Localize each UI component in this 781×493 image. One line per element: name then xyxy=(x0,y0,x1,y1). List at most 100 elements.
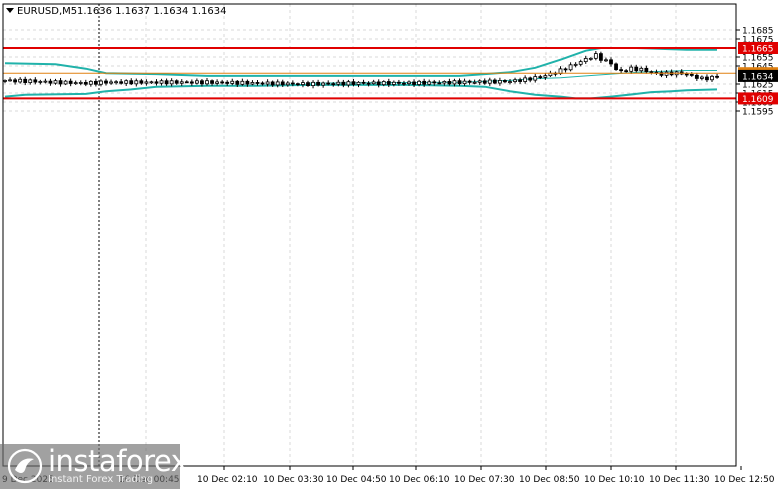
candle-body xyxy=(230,80,235,84)
candle-body xyxy=(28,79,33,83)
candle-body xyxy=(48,80,53,84)
watermark-brand: instaforex xyxy=(48,444,188,478)
candle-body xyxy=(700,76,704,79)
dropdown-triangle-icon[interactable] xyxy=(6,8,14,13)
candle-body xyxy=(487,79,492,84)
x-tick-label: 10 Dec 06:10 xyxy=(389,475,450,485)
candle-body xyxy=(543,75,548,78)
price-level-tag xyxy=(738,42,778,54)
candle-body xyxy=(275,81,280,86)
y-tick-label: 1.1655 xyxy=(742,54,774,64)
candle-body xyxy=(639,67,644,72)
candle-body xyxy=(508,81,512,83)
candle-body xyxy=(58,80,63,85)
y-tick-label: 1.1685 xyxy=(742,27,774,37)
candle-body xyxy=(250,82,255,85)
candle-body xyxy=(200,80,204,85)
candle-body xyxy=(290,82,295,85)
candle-body xyxy=(649,71,654,74)
candle-body xyxy=(285,82,290,86)
x-tick-label: 10 Dec 08:50 xyxy=(519,475,580,485)
plot-frame xyxy=(2,3,737,467)
y-tick-label: 1.1595 xyxy=(742,108,774,118)
candle-body xyxy=(503,80,507,83)
candle-body xyxy=(33,79,38,83)
candle-body xyxy=(477,80,482,83)
candle-body xyxy=(245,80,250,85)
last-price-tag xyxy=(738,69,778,82)
candle-body xyxy=(311,81,315,86)
candle-body xyxy=(73,82,78,85)
candle-body xyxy=(13,79,18,83)
candle-body xyxy=(94,80,98,85)
candle-body xyxy=(684,73,689,76)
candle-body xyxy=(341,81,346,86)
candle-body xyxy=(336,81,341,85)
candle-body xyxy=(78,82,83,84)
grid-lines xyxy=(3,4,736,466)
price-level-tag-label: 1.1665 xyxy=(742,45,774,55)
candle-body xyxy=(346,81,351,86)
candle-body xyxy=(235,80,240,85)
candle-body xyxy=(260,82,265,85)
last-price-tag-label: 1.1634 xyxy=(742,72,774,82)
candle-body xyxy=(417,80,422,85)
candle-body xyxy=(23,78,28,83)
y-tick-label: 1.1625 xyxy=(742,81,774,91)
x-tick-label: 10 Dec 02:10 xyxy=(197,475,258,485)
candle-body xyxy=(376,81,381,86)
candle-body xyxy=(619,69,623,72)
candle-body xyxy=(588,57,593,60)
candle-body xyxy=(391,81,396,85)
y-tick-label: 1.1675 xyxy=(742,36,774,46)
candle-body xyxy=(326,82,331,85)
candle-body xyxy=(124,80,129,84)
candle-body xyxy=(179,81,184,84)
price-level-tag xyxy=(738,92,778,105)
chart-header: EURUSD,M5 1.1636 1.1637 1.1634 1.1634 xyxy=(6,6,227,17)
candle-body xyxy=(366,82,371,85)
candle-body xyxy=(599,53,603,61)
candle-body xyxy=(306,82,310,86)
candle-body xyxy=(129,80,134,85)
x-tick-label: 10 Dec 12:50 xyxy=(714,475,775,485)
horizontal-levels xyxy=(3,47,736,100)
candle-body xyxy=(593,53,598,59)
candle-body xyxy=(447,81,452,85)
candle-body xyxy=(412,81,416,85)
price-level-tag-label: 1.1609 xyxy=(742,95,774,105)
candle-body xyxy=(538,76,543,78)
candle-body xyxy=(437,82,442,85)
candle-body xyxy=(427,81,432,85)
candle-body xyxy=(472,81,477,84)
candle-body xyxy=(174,80,179,84)
candle-body xyxy=(295,83,300,86)
candle-body xyxy=(316,81,321,86)
candle-body xyxy=(331,83,336,86)
candle-body xyxy=(694,74,699,79)
candle-body xyxy=(492,79,497,84)
candle-body xyxy=(255,82,260,84)
candle-body xyxy=(513,79,517,82)
candle-body xyxy=(159,80,164,84)
candle-body xyxy=(99,80,103,85)
candle-body xyxy=(210,80,214,84)
candle-body xyxy=(134,80,139,85)
candle-body xyxy=(497,80,502,84)
candle-body xyxy=(467,80,472,83)
candle-body xyxy=(43,80,48,83)
candle-body xyxy=(381,81,386,86)
candle-body xyxy=(189,81,194,84)
candle-body xyxy=(624,70,629,73)
candle-body xyxy=(18,78,23,83)
candle-body xyxy=(220,81,225,84)
candle-body xyxy=(154,81,159,84)
candle-body xyxy=(705,76,709,81)
candle-body xyxy=(457,80,462,85)
candle-body xyxy=(452,80,457,85)
candle-body xyxy=(240,80,245,85)
candle-body xyxy=(301,82,305,85)
candle-body xyxy=(533,76,538,81)
